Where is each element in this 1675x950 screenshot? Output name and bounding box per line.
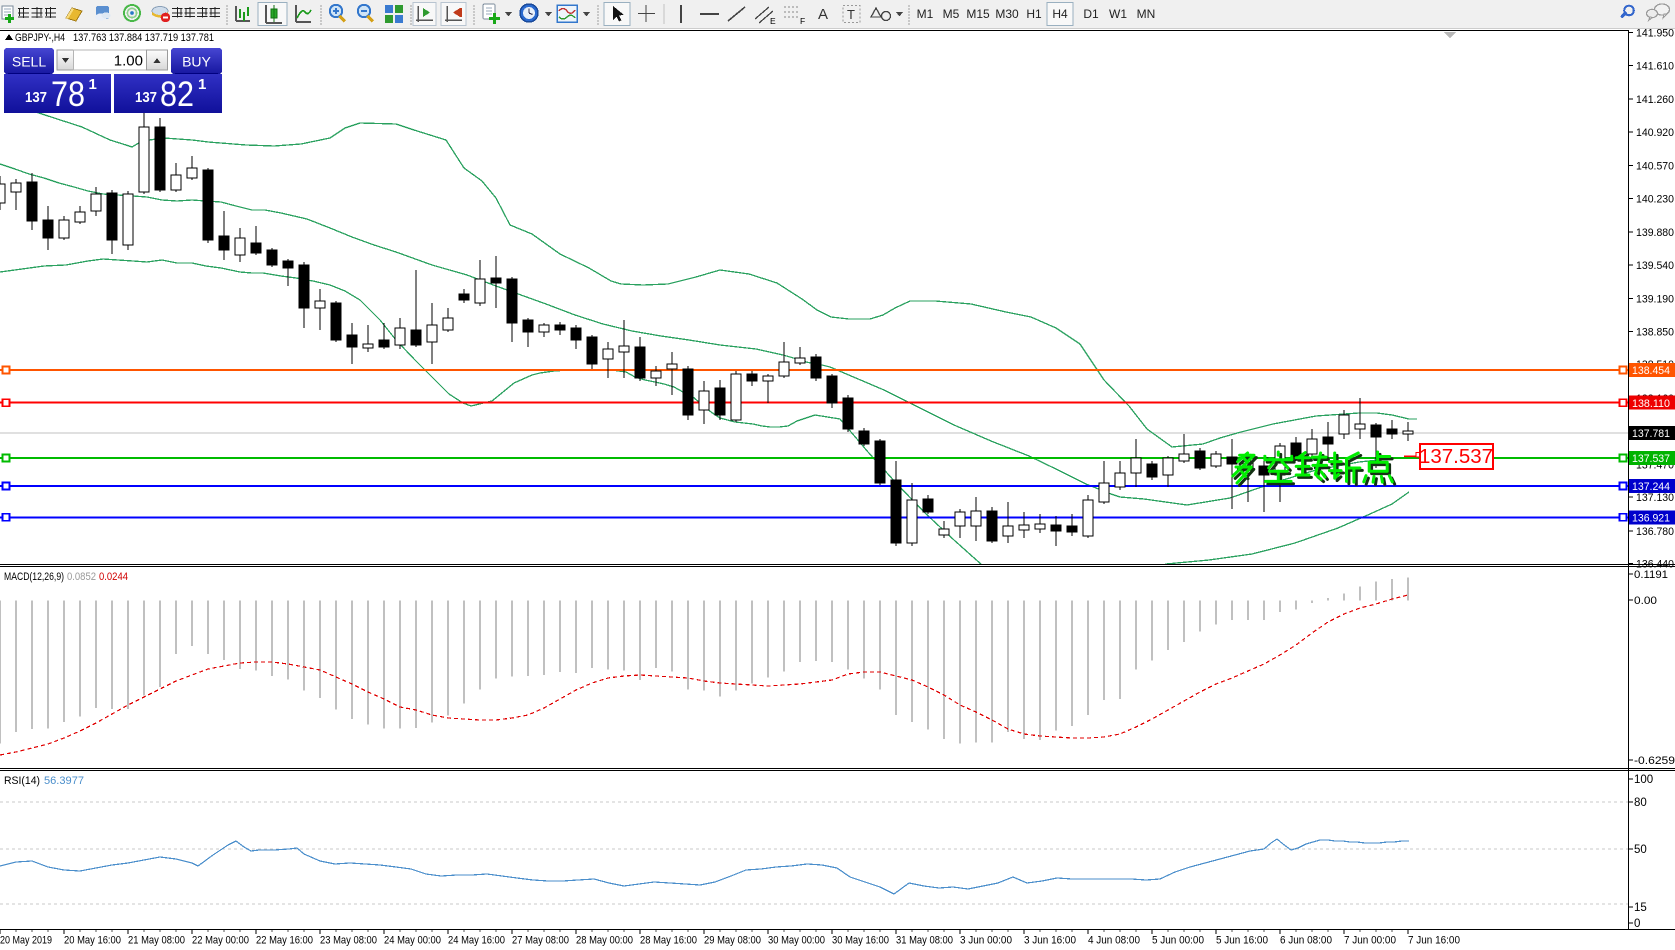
svg-text:E: E: [770, 16, 776, 26]
svg-text:56.3977: 56.3977: [44, 775, 84, 787]
svg-text:20 May 2019: 20 May 2019: [0, 935, 52, 947]
svg-text:5 Jun 00:00: 5 Jun 00:00: [1152, 935, 1204, 947]
svg-text:3 Jun 00:00: 3 Jun 00:00: [960, 935, 1012, 947]
svg-text:139.190: 139.190: [1636, 294, 1674, 306]
svg-text:M5: M5: [943, 7, 960, 21]
svg-text:7 Jun 00:00: 7 Jun 00:00: [1344, 935, 1396, 947]
svg-text:138.110: 138.110: [1632, 398, 1670, 410]
svg-text:138.850: 138.850: [1636, 326, 1674, 338]
svg-text:136.780: 136.780: [1636, 526, 1674, 538]
svg-text:82: 82: [160, 75, 194, 114]
svg-text:136.921: 136.921: [1632, 513, 1670, 525]
svg-text:3 Jun 16:00: 3 Jun 16:00: [1024, 935, 1076, 947]
svg-text:137.781: 137.781: [1632, 428, 1670, 440]
svg-text:H4: H4: [1052, 7, 1068, 21]
svg-text:GBPJPY-,H4: GBPJPY-,H4: [15, 32, 65, 44]
svg-text:BUY: BUY: [182, 54, 211, 70]
svg-text:141.950: 141.950: [1636, 28, 1674, 40]
svg-text:78: 78: [51, 75, 85, 114]
svg-text:30 May 16:00: 30 May 16:00: [832, 935, 889, 947]
svg-text:140.570: 140.570: [1636, 161, 1674, 173]
svg-text:139.880: 139.880: [1636, 227, 1674, 239]
svg-text:6 Jun 08:00: 6 Jun 08:00: [1280, 935, 1332, 947]
svg-text:M30: M30: [995, 7, 1019, 21]
svg-text:24 May 00:00: 24 May 00:00: [384, 935, 441, 947]
svg-text:15: 15: [1634, 902, 1647, 914]
svg-text:137.244: 137.244: [1632, 481, 1670, 493]
svg-text:SELL: SELL: [12, 54, 46, 70]
svg-text:MN: MN: [1137, 7, 1156, 21]
svg-text:137.763 137.884 137.719 137.78: 137.763 137.884 137.719 137.781: [73, 32, 214, 44]
svg-text:21 May 08:00: 21 May 08:00: [128, 935, 185, 947]
svg-text:0.1191: 0.1191: [1634, 569, 1668, 581]
svg-text:100: 100: [1634, 774, 1653, 786]
svg-text:W1: W1: [1109, 7, 1127, 21]
svg-text:141.260: 141.260: [1636, 94, 1674, 106]
svg-text:1: 1: [89, 76, 97, 93]
svg-text:M15: M15: [966, 7, 990, 21]
svg-text:137.537: 137.537: [1419, 445, 1493, 468]
svg-text:1: 1: [198, 76, 206, 93]
svg-text:0.00: 0.00: [1634, 595, 1657, 607]
svg-text:136.440: 136.440: [1636, 559, 1674, 571]
svg-text:24 May 16:00: 24 May 16:00: [448, 935, 505, 947]
svg-text:0: 0: [1634, 918, 1640, 930]
svg-text:MACD(12,26,9): MACD(12,26,9): [4, 571, 64, 583]
svg-text:D1: D1: [1083, 7, 1099, 21]
svg-text:80: 80: [1634, 797, 1647, 809]
svg-text:-0.6259: -0.6259: [1634, 755, 1675, 767]
svg-text:141.610: 141.610: [1636, 60, 1674, 72]
svg-text:T: T: [847, 7, 855, 22]
svg-text:RSI(14): RSI(14): [4, 775, 40, 787]
svg-text:F: F: [800, 16, 805, 26]
svg-text:137: 137: [135, 90, 157, 106]
svg-text:5 Jun 16:00: 5 Jun 16:00: [1216, 935, 1268, 947]
svg-text:137: 137: [25, 90, 47, 106]
svg-text:137.130: 137.130: [1636, 492, 1674, 504]
svg-text:23 May 08:00: 23 May 08:00: [320, 935, 377, 947]
svg-text:140.920: 140.920: [1636, 127, 1674, 139]
svg-text:138.454: 138.454: [1632, 365, 1670, 377]
svg-text:0.0852: 0.0852: [67, 571, 96, 583]
svg-text:0.0244: 0.0244: [99, 571, 128, 583]
svg-text:50: 50: [1634, 844, 1647, 856]
svg-text:7 Jun 16:00: 7 Jun 16:00: [1408, 935, 1460, 947]
svg-text:140.230: 140.230: [1636, 193, 1674, 205]
svg-text:22 May 16:00: 22 May 16:00: [256, 935, 313, 947]
svg-text:139.540: 139.540: [1636, 260, 1674, 272]
svg-text:A: A: [818, 6, 828, 23]
svg-text:20 May 16:00: 20 May 16:00: [64, 935, 121, 947]
svg-text:M1: M1: [917, 7, 934, 21]
svg-text:29 May 08:00: 29 May 08:00: [704, 935, 761, 947]
svg-text:31 May 08:00: 31 May 08:00: [896, 935, 953, 947]
svg-text:27 May 08:00: 27 May 08:00: [512, 935, 569, 947]
svg-text:1.00: 1.00: [114, 53, 143, 70]
svg-text:28 May 00:00: 28 May 00:00: [576, 935, 633, 947]
svg-text:4 Jun 08:00: 4 Jun 08:00: [1088, 935, 1140, 947]
svg-text:137.537: 137.537: [1632, 453, 1670, 465]
svg-text:22 May 00:00: 22 May 00:00: [192, 935, 249, 947]
svg-text:H1: H1: [1026, 7, 1042, 21]
svg-text:28 May 16:00: 28 May 16:00: [640, 935, 697, 947]
svg-text:30 May 00:00: 30 May 00:00: [768, 935, 825, 947]
